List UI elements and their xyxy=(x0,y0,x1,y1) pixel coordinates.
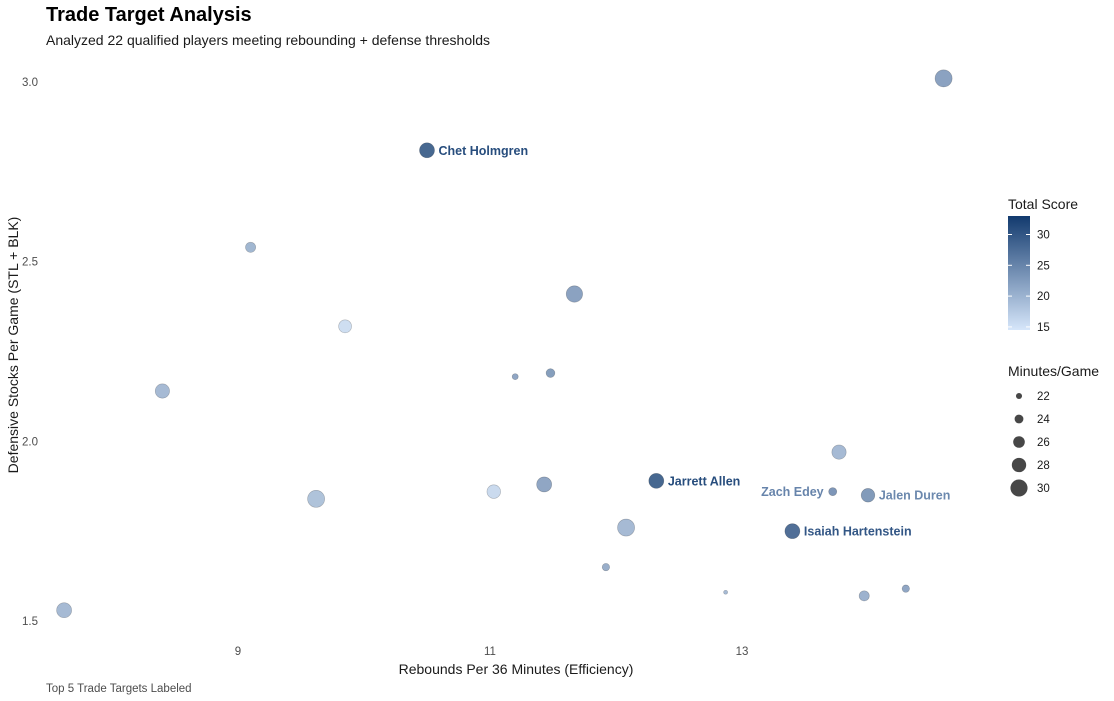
y-tick-label: 2.0 xyxy=(22,436,38,448)
data-point xyxy=(486,484,501,499)
data-point xyxy=(307,489,325,508)
chart-subtitle: Analyzed 22 qualified players meeting re… xyxy=(46,32,491,48)
y-tick-label: 2.5 xyxy=(22,257,38,269)
x-axis-title: Rebounds Per 36 Minutes (Efficiency) xyxy=(399,661,634,677)
data-point xyxy=(565,285,583,303)
point-label: Chet Holmgren xyxy=(439,144,529,158)
plot-area: Chet Holmgren Jarrett Allen Isaiah Hartens… xyxy=(56,69,953,619)
data-point xyxy=(860,488,876,503)
chart-caption: Top 5 Trade Targets Labeled xyxy=(46,683,192,695)
y-tick-label: 1.5 xyxy=(22,616,38,628)
size-legend-title: Minutes/Game xyxy=(1008,363,1099,379)
data-point xyxy=(901,584,910,593)
x-tick-label: 11 xyxy=(484,646,496,658)
y-tick-label: 3.0 xyxy=(22,77,38,89)
data-point xyxy=(338,319,352,334)
color-legend-bar xyxy=(1008,216,1030,330)
size-legend-key xyxy=(1013,436,1025,448)
data-point xyxy=(419,142,435,159)
data-point xyxy=(723,589,728,595)
color-legend-tick-label: 20 xyxy=(1037,291,1050,303)
data-point xyxy=(934,69,953,88)
data-point xyxy=(56,602,72,619)
size-legend-label: 26 xyxy=(1037,437,1050,449)
data-point xyxy=(831,444,847,460)
axes: Rebounds Per 36 Minutes (Efficiency) Def… xyxy=(5,77,748,677)
data-point xyxy=(648,473,665,489)
data-point xyxy=(154,383,170,399)
point-label: Jalen Duren xyxy=(879,489,951,503)
point-label: Zach Edey xyxy=(761,485,824,499)
data-point xyxy=(536,476,552,493)
y-axis-title: Defensive Stocks Per Game (STL + BLK) xyxy=(5,217,21,474)
point-label: Jarrett Allen xyxy=(668,474,740,488)
size-legend-key xyxy=(1011,457,1027,473)
data-point xyxy=(545,368,556,378)
data-point xyxy=(601,563,610,572)
size-legend-key xyxy=(1010,479,1028,497)
color-legend-tick-label: 15 xyxy=(1037,322,1050,334)
data-point xyxy=(858,590,870,602)
size-legend-label: 30 xyxy=(1037,483,1050,495)
data-point xyxy=(828,487,838,497)
chart-title: Trade Target Analysis xyxy=(46,4,252,26)
legend: Total Score Minutes/Game 15 20 25 30 22 24 26 2… xyxy=(1008,196,1099,497)
color-legend-tick-label: 30 xyxy=(1037,229,1050,241)
data-point xyxy=(245,241,257,253)
point-label: Isaiah Hartenstein xyxy=(804,525,912,539)
data-point xyxy=(617,518,635,537)
size-legend-label: 24 xyxy=(1037,414,1050,426)
size-legend-label: 28 xyxy=(1037,460,1050,472)
color-legend-title: Total Score xyxy=(1008,196,1078,212)
x-tick-label: 13 xyxy=(736,646,749,658)
data-point xyxy=(784,523,801,539)
data-point xyxy=(511,373,519,380)
size-legend-key xyxy=(1015,392,1023,400)
size-legend-label: 22 xyxy=(1037,391,1050,403)
color-legend-tick-label: 25 xyxy=(1037,260,1050,272)
size-legend-key xyxy=(1014,414,1024,424)
x-tick-label: 9 xyxy=(235,646,241,658)
